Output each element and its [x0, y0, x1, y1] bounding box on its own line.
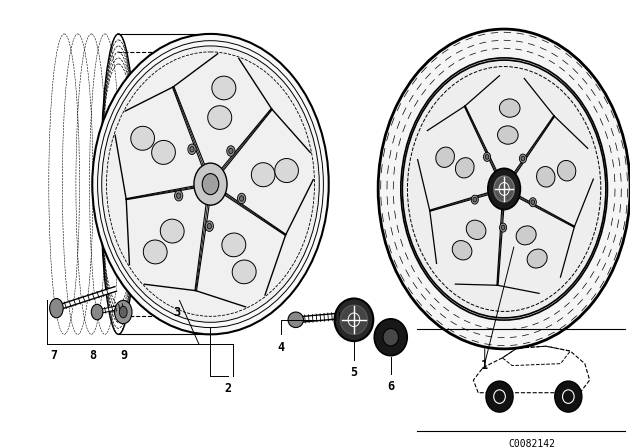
Polygon shape: [126, 185, 196, 200]
Ellipse shape: [222, 233, 246, 257]
Text: 3: 3: [173, 306, 180, 319]
Polygon shape: [516, 194, 575, 227]
Ellipse shape: [335, 298, 373, 341]
Ellipse shape: [563, 390, 574, 403]
Ellipse shape: [232, 260, 256, 284]
Text: 2: 2: [225, 382, 232, 395]
Ellipse shape: [536, 167, 555, 187]
Ellipse shape: [527, 249, 547, 268]
Ellipse shape: [501, 225, 505, 230]
Ellipse shape: [177, 193, 180, 198]
Ellipse shape: [383, 328, 399, 346]
Ellipse shape: [239, 196, 244, 201]
Ellipse shape: [120, 306, 127, 318]
Ellipse shape: [401, 58, 607, 320]
Polygon shape: [222, 192, 286, 235]
Ellipse shape: [237, 193, 246, 204]
Ellipse shape: [227, 146, 235, 156]
Ellipse shape: [378, 29, 630, 349]
Ellipse shape: [436, 147, 454, 168]
Ellipse shape: [202, 174, 219, 194]
Ellipse shape: [92, 304, 103, 320]
Ellipse shape: [131, 126, 154, 150]
Ellipse shape: [190, 146, 194, 152]
Ellipse shape: [160, 219, 184, 243]
Ellipse shape: [452, 241, 472, 260]
Ellipse shape: [188, 144, 196, 155]
Polygon shape: [512, 116, 555, 177]
Ellipse shape: [499, 223, 507, 232]
Ellipse shape: [499, 99, 520, 117]
Ellipse shape: [519, 154, 527, 163]
Ellipse shape: [485, 155, 489, 159]
Ellipse shape: [228, 148, 233, 154]
Ellipse shape: [208, 106, 232, 129]
Ellipse shape: [374, 319, 407, 356]
Ellipse shape: [403, 60, 606, 318]
Ellipse shape: [288, 312, 303, 327]
Ellipse shape: [50, 298, 63, 318]
Ellipse shape: [471, 195, 478, 204]
Ellipse shape: [493, 390, 506, 403]
Polygon shape: [195, 202, 210, 291]
Ellipse shape: [152, 140, 175, 164]
Polygon shape: [429, 192, 492, 211]
Ellipse shape: [483, 152, 491, 161]
Ellipse shape: [456, 158, 474, 178]
Ellipse shape: [212, 76, 236, 100]
Ellipse shape: [494, 176, 515, 202]
Text: 5: 5: [350, 366, 358, 379]
Ellipse shape: [115, 301, 132, 323]
Text: 4: 4: [278, 341, 285, 354]
Ellipse shape: [497, 126, 518, 144]
Ellipse shape: [175, 190, 183, 201]
Text: 1: 1: [481, 358, 488, 371]
Ellipse shape: [516, 226, 536, 245]
Ellipse shape: [467, 220, 486, 240]
Ellipse shape: [143, 240, 167, 264]
Text: 9: 9: [121, 349, 128, 362]
Ellipse shape: [488, 168, 520, 210]
Polygon shape: [220, 108, 272, 172]
Ellipse shape: [486, 381, 513, 412]
Ellipse shape: [531, 200, 534, 205]
Ellipse shape: [207, 224, 211, 229]
Ellipse shape: [555, 381, 582, 412]
Ellipse shape: [529, 198, 536, 207]
Ellipse shape: [557, 160, 576, 181]
Text: C0082142: C0082142: [508, 439, 555, 448]
Ellipse shape: [340, 305, 367, 334]
Text: 7: 7: [50, 349, 57, 362]
Ellipse shape: [252, 163, 275, 187]
Ellipse shape: [92, 34, 329, 334]
Polygon shape: [465, 106, 498, 175]
Ellipse shape: [194, 163, 227, 205]
Ellipse shape: [205, 221, 214, 232]
Ellipse shape: [275, 159, 298, 182]
Text: 6: 6: [387, 380, 394, 393]
Ellipse shape: [473, 197, 477, 202]
Text: 8: 8: [90, 349, 97, 362]
Ellipse shape: [521, 156, 525, 161]
Ellipse shape: [102, 46, 319, 322]
Polygon shape: [497, 206, 504, 285]
Polygon shape: [172, 86, 205, 168]
